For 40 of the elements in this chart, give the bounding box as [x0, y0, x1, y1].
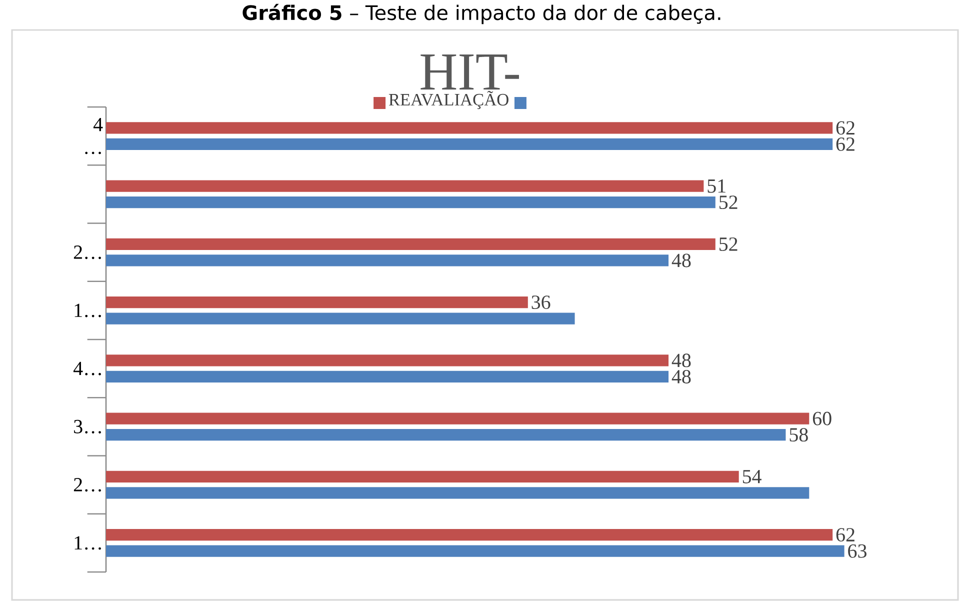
bar	[106, 470, 739, 482]
data-label: 48	[672, 254, 691, 268]
bar	[106, 180, 704, 192]
bar	[106, 254, 669, 266]
data-label: 36	[532, 296, 550, 310]
bar	[106, 312, 575, 324]
bar	[106, 370, 669, 383]
legend-label: REAVALIAÇÃO	[388, 90, 508, 110]
bar	[106, 122, 833, 134]
bar	[106, 196, 716, 208]
bar	[106, 545, 844, 557]
y-tick-label: 3…	[74, 420, 101, 434]
data-label: 60	[812, 412, 832, 426]
bar	[106, 238, 716, 250]
bar	[106, 429, 786, 441]
data-label: 58	[790, 428, 808, 442]
data-label: 62	[836, 137, 854, 151]
bar	[106, 528, 833, 541]
bar	[106, 412, 810, 424]
data-label: 54	[742, 470, 762, 484]
y-tick-label: 1…	[74, 536, 101, 550]
data-label: 51	[708, 179, 726, 193]
y-tick-label: 4…	[73, 362, 101, 376]
data-label: 62	[836, 528, 854, 542]
data-label: 48	[672, 354, 691, 368]
y-tick-label: 2…	[74, 246, 101, 260]
y-tick-label: 1…	[74, 304, 101, 318]
bar	[106, 138, 833, 150]
bar	[106, 487, 810, 499]
data-label: 62	[836, 121, 854, 135]
data-label: 52	[720, 196, 738, 210]
y-tick-label: 2…	[74, 478, 101, 492]
bar	[106, 354, 669, 366]
data-label: 63	[848, 544, 866, 558]
y-tick-label: 4 …	[85, 118, 103, 154]
bar	[106, 296, 528, 308]
data-label: 52	[720, 237, 738, 251]
chart-subtitle: HIT-	[420, 54, 519, 90]
data-label: 48	[672, 370, 691, 384]
chart-title: Gráfico 5 – Teste de impacto da dor de cabeça.	[242, 4, 720, 24]
